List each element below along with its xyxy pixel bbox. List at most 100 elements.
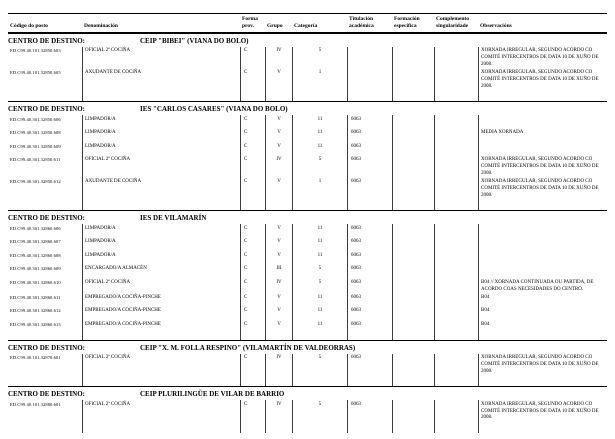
cell-forma-prov: C	[240, 177, 265, 211]
cell-grupo: V	[265, 306, 292, 321]
cell-observacions: B04	[478, 320, 607, 340]
section-rows: ED.C99.40.101.32850.603 OFICIAL 2ª COCIÑ…	[8, 46, 607, 102]
cell-denominacion: OFICIAL 2ª COCIÑA	[82, 353, 240, 387]
cell-codigo-do-posto: ED.C99.40.301.32850.609	[10, 143, 61, 149]
cell-titulacion-academica: 6063	[347, 142, 392, 156]
cell-complemento-singularidade	[434, 128, 478, 143]
centro-name: CEIP PLURILINGÜE DE VILAR DE BARRIO	[140, 390, 285, 399]
cell-grupo: IV	[265, 155, 292, 178]
cell-titulacion-academica: 6063	[347, 115, 392, 129]
column-header-codigo: Código do posto	[10, 22, 48, 29]
cell-complemento-singularidade	[434, 400, 478, 433]
section-rows: ED.C99.40.301.32850.606 LIMPADOR/A C V 1…	[8, 115, 607, 211]
cell-complemento-singularidade	[434, 264, 478, 279]
cell-formacion-especifica	[392, 264, 434, 279]
cell-forma-prov: C	[240, 251, 265, 265]
cell-categoria: 5	[292, 353, 347, 387]
cell-titulacion-academica: 6063	[347, 264, 392, 279]
cell-formacion-especifica	[392, 142, 434, 156]
cell-forma-prov: C	[240, 278, 265, 294]
cell-denominacion: OFICIAL 2ª COCIÑA	[82, 400, 240, 433]
cell-categoria: 11	[292, 128, 347, 143]
cell-forma-prov: C	[240, 68, 265, 102]
cell-categoria: 11	[292, 320, 347, 340]
cell-codigo-do-posto: ED.C99.40.301.32860.611	[10, 294, 61, 300]
cell-categoria: 1	[292, 68, 347, 102]
cell-codigo-do-posto: ED.C99.40.101.32880.601	[10, 401, 61, 407]
cell-grupo: IV	[265, 400, 292, 433]
cell-grupo: V	[265, 142, 292, 156]
cell-titulacion-academica: 6063	[347, 155, 392, 178]
cell-complemento-singularidade	[434, 115, 478, 129]
cell-forma-prov: C	[240, 320, 265, 340]
table-row: ED.C99.40.301.32850.606 LIMPADOR/A C V 1…	[8, 115, 607, 129]
table-row: ED.C99.40.301.32860.613 EMPREGADO/A COCI…	[8, 320, 607, 340]
cell-titulacion-academica: 6063	[347, 400, 392, 433]
centro-de-destino-label: CENTRO DE DESTINO:	[8, 390, 86, 399]
cell-categoria: 11	[292, 224, 347, 238]
cell-observacions: XORNADA IRREGULAR, SEGUNDO ACORDO CO COM…	[478, 46, 607, 69]
cell-grupo: V	[265, 251, 292, 265]
cell-grupo: V	[265, 128, 292, 143]
cell-formacion-especifica	[392, 293, 434, 307]
cell-grupo: V	[265, 115, 292, 129]
cell-denominacion: LIMPADOR/A	[82, 142, 240, 156]
cell-formacion-especifica	[392, 46, 434, 69]
centro-de-destino-label: CENTRO DE DESTINO:	[8, 214, 86, 223]
cell-titulacion-academica: 6063	[347, 278, 392, 294]
cell-denominacion: LIMPADOR/A	[82, 128, 240, 143]
table-row: ED.C99.40.101.32870.601 OFICIAL 2ª COCIÑ…	[8, 353, 607, 387]
column-header-categoria: Categoría	[294, 22, 318, 29]
cell-observacions	[478, 264, 607, 279]
cell-codigo-do-posto: ED.C99.40.301.32860.606	[10, 225, 61, 231]
destination-section: CENTRO DE DESTINO: CEIP PLURILINGÜE DE V…	[8, 386, 607, 433]
cell-observacions: XORNADA IRREGULAR, SEGUNDO ACORDO CO COM…	[478, 68, 607, 102]
cell-categoria: 11	[292, 115, 347, 129]
cell-forma-prov: C	[240, 306, 265, 321]
table-row: ED.C99.40.101.32880.601 OFICIAL 2ª COCIÑ…	[8, 400, 607, 433]
cell-formacion-especifica	[392, 237, 434, 252]
cell-codigo-do-posto: ED.C99.40.301.32860.612	[10, 308, 61, 314]
cell-categoria: 11	[292, 293, 347, 307]
cell-grupo: V	[265, 224, 292, 238]
cell-titulacion-academica: 6063	[347, 353, 392, 387]
cell-categoria: 1	[292, 177, 347, 211]
table-row: ED.C99.40.301.32860.611 EMPREGADO/A COCI…	[8, 293, 607, 307]
table-row: ED.C99.40.301.32860.609 ENCARGADO/A ALMA…	[8, 264, 607, 279]
cell-grupo: IV	[265, 46, 292, 69]
cell-formacion-especifica	[392, 400, 434, 433]
destination-section: CENTRO DE DESTINO: CEIP "BIBEI" (VIANA D…	[8, 32, 607, 102]
table-row: ED.C99.40.301.32850.608 LIMPADOR/A C V 1…	[8, 128, 607, 143]
cell-categoria: 11	[292, 251, 347, 265]
cell-observacions: XORNADA IRREGULAR, SEGUNDO ACORDO CO COM…	[478, 155, 607, 178]
cell-forma-prov: C	[240, 46, 265, 69]
section-rows: ED.C99.40.301.32860.606 LIMPADOR/A C V 1…	[8, 224, 607, 340]
table-row: ED.C99.40.301.32850.611 OFICIAL 2ª COCIÑ…	[8, 155, 607, 178]
cell-formacion-especifica	[392, 306, 434, 321]
cell-denominacion: LIMPADOR/A	[82, 224, 240, 238]
table-row: ED.C99.40.101.32850.603 OFICIAL 2ª COCIÑ…	[8, 46, 607, 69]
table-row: ED.C99.40.301.32850.612 AXUDANTE DE COCI…	[8, 177, 607, 211]
centro-name: CEIP "BIBEI" (VIANA DO BOLO)	[140, 36, 249, 45]
destination-section: CENTRO DE DESTINO: IES "CARLOS CASARES" …	[8, 101, 607, 211]
cell-denominacion: EMPREGADO/A COCIÑA-PINCHE	[82, 320, 240, 340]
cell-complemento-singularidade	[434, 237, 478, 252]
destination-section: CENTRO DE DESTINO: IES DE VILAMARÍN ED.C…	[8, 210, 607, 340]
cell-codigo-do-posto: ED.C99.40.301.32850.606	[10, 116, 61, 122]
cell-observacions: XORNADA IRREGULAR, SEGUNDO ACORDO CO COM…	[478, 400, 607, 433]
column-header-formacion: Formación específica	[394, 16, 420, 29]
cell-titulacion-academica	[347, 68, 392, 102]
cell-titulacion-academica: 6063	[347, 177, 392, 211]
column-header-observacions: Observacións	[480, 22, 512, 29]
cell-forma-prov: C	[240, 293, 265, 307]
table-row: ED.C99.40.301.32860.610 OFICIAL 2ª COCIÑ…	[8, 278, 607, 294]
cell-grupo: V	[265, 237, 292, 252]
cell-complemento-singularidade	[434, 142, 478, 156]
cell-observacions	[478, 237, 607, 252]
section-rows: ED.C99.40.101.32880.601 OFICIAL 2ª COCIÑ…	[8, 400, 607, 433]
cell-categoria: 11	[292, 142, 347, 156]
cell-denominacion: EMPREGADO/A COCIÑA-PINCHE	[82, 293, 240, 307]
cell-observacions	[478, 115, 607, 129]
cell-categoria: 5	[292, 46, 347, 69]
